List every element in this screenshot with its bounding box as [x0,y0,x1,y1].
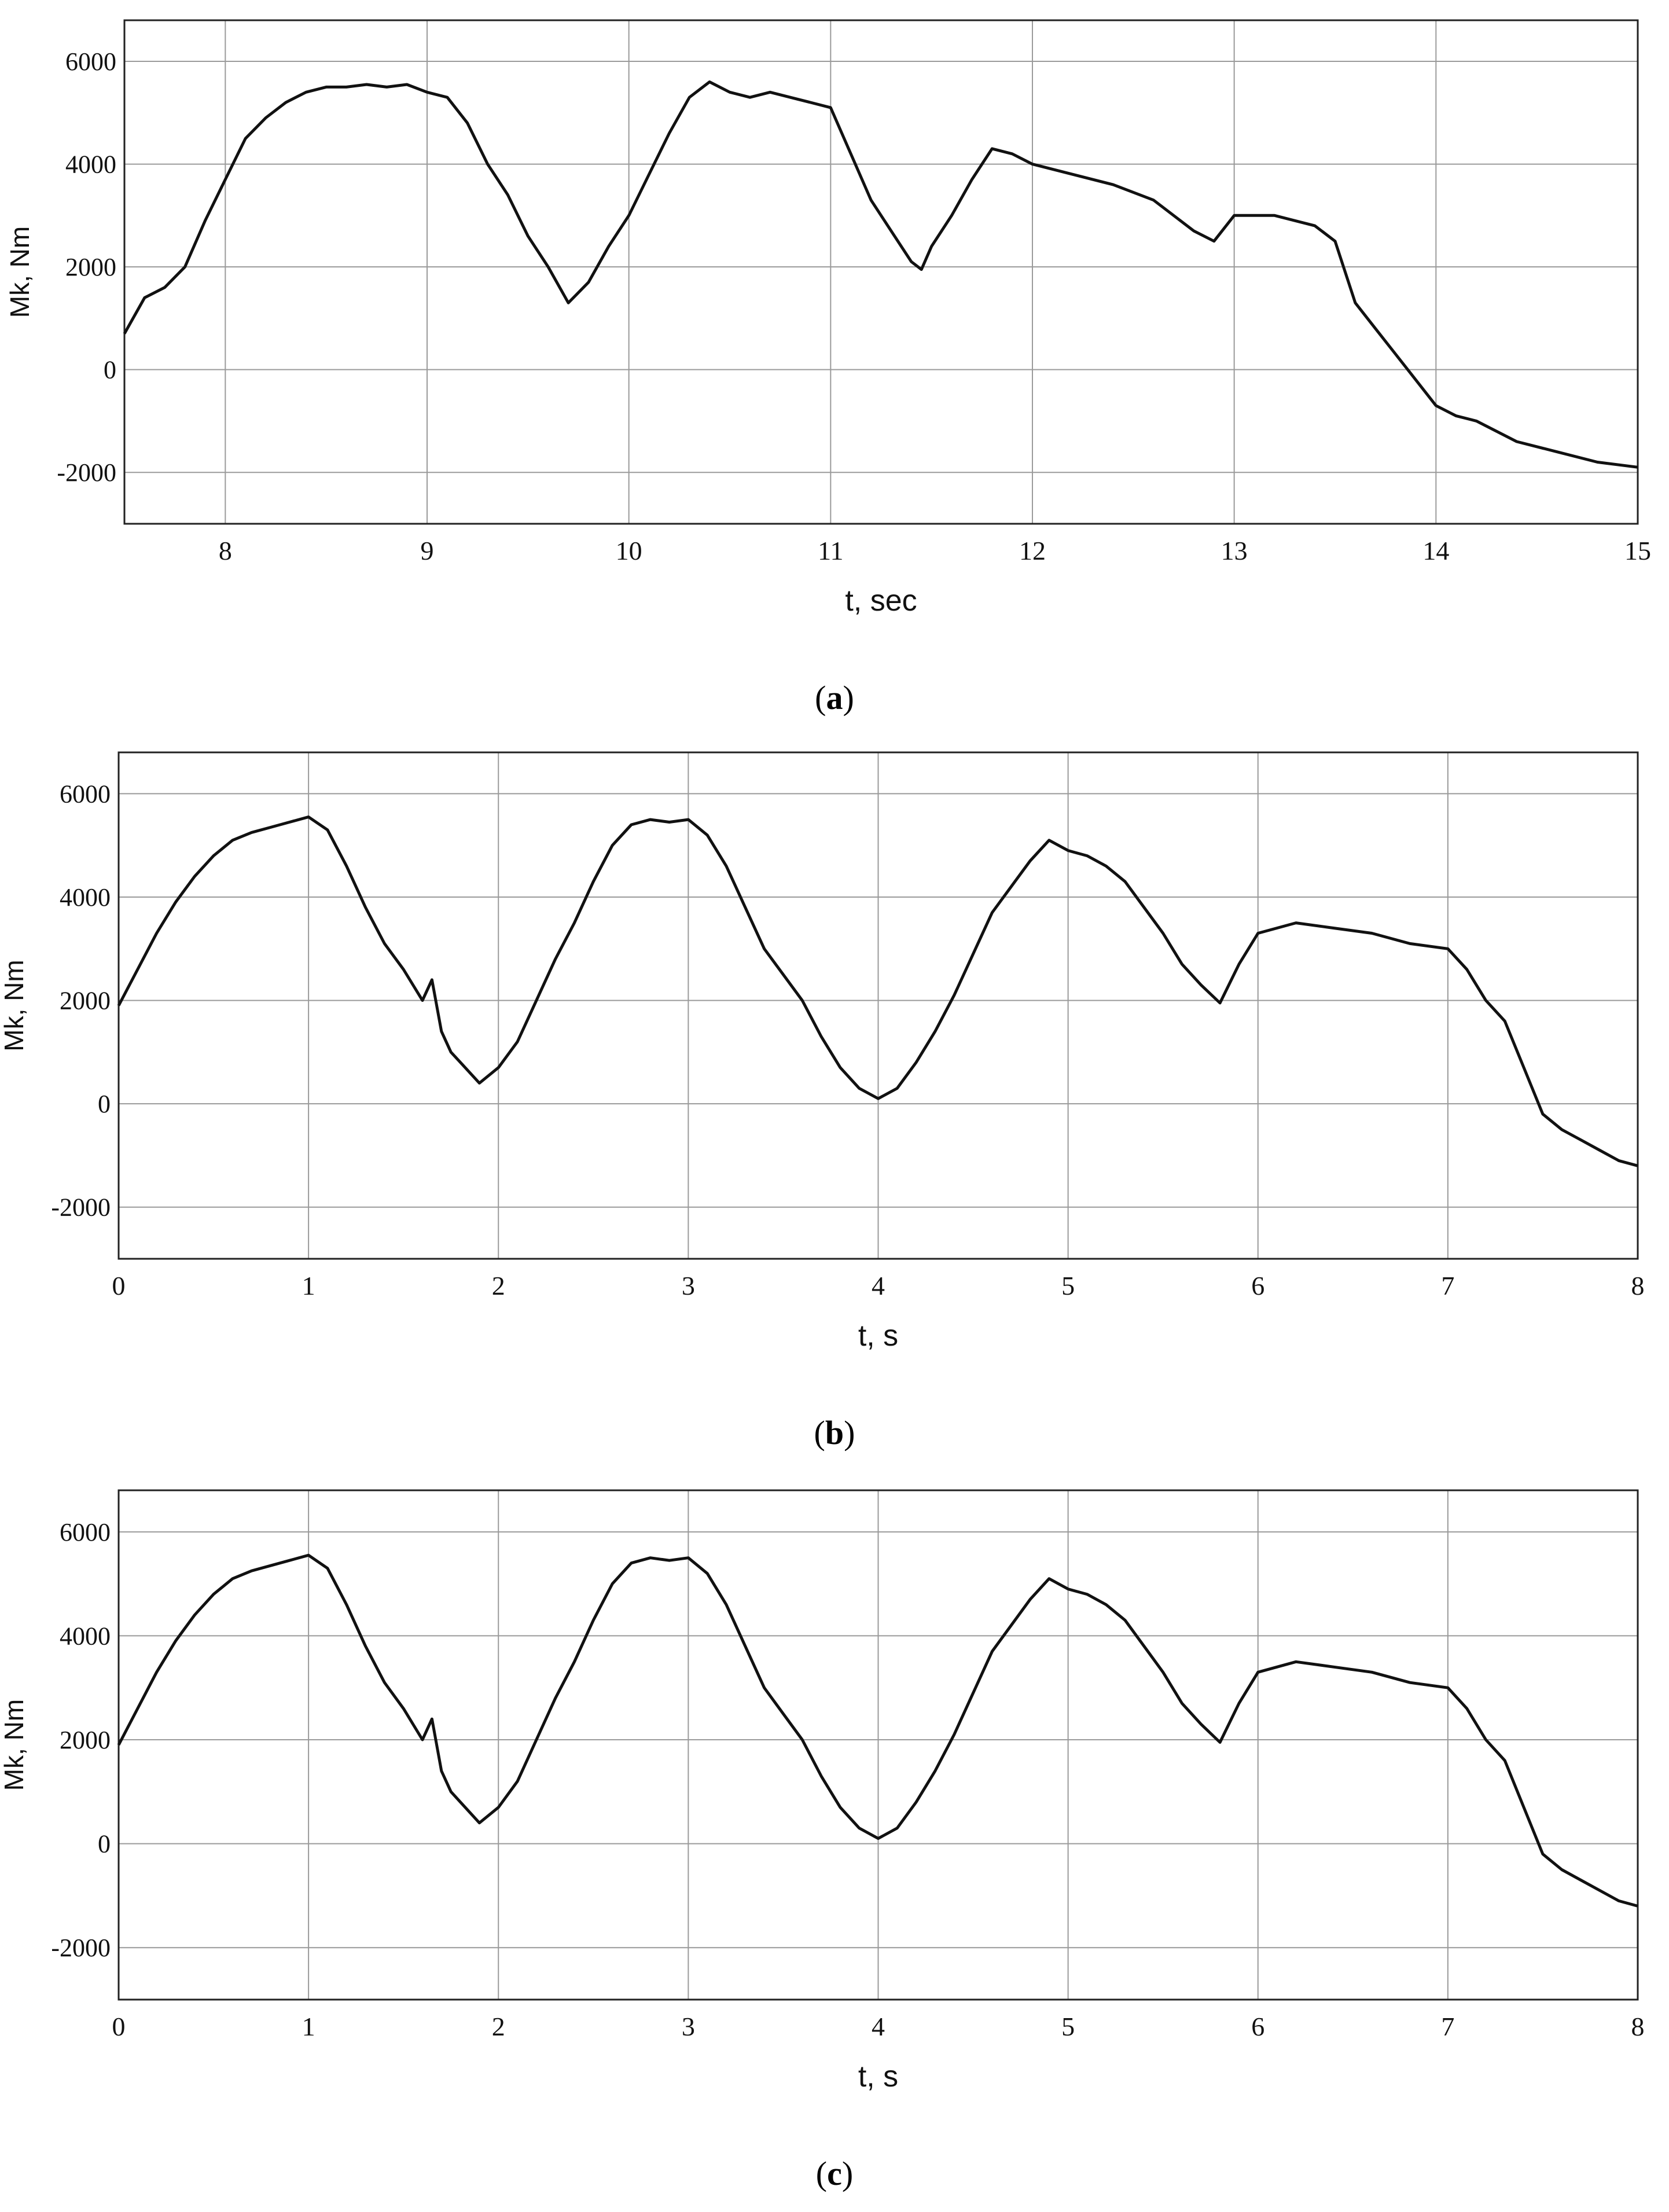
x-tick-label: 10 [616,536,642,565]
y-tick-label: 4000 [65,150,116,179]
x-tick-label: 8 [219,536,232,565]
series-line [117,815,1638,1167]
x-tick-label: 14 [1422,536,1449,565]
panel-caption: (c) [816,2155,853,2192]
y-axis-label: Mk, Nm [5,226,35,318]
y-tick-label: -2000 [51,1934,111,1962]
x-axis-label: t, sec [845,584,917,618]
x-tick-label: 6 [1251,1271,1264,1300]
y-tick-label: -2000 [57,458,116,487]
x-tick-label: 1 [302,1271,315,1300]
x-tick-label: 2 [492,2012,505,2041]
x-tick-label: 4 [872,1271,885,1300]
y-tick-label: 4000 [60,1622,111,1650]
x-tick-label: 1 [302,2012,315,2041]
y-tick-label: 2000 [60,1726,111,1754]
x-tick-label: 9 [421,536,434,565]
y-tick-label: 0 [104,356,116,384]
x-tick-label: 6 [1251,2012,1264,2041]
series-line [123,80,1638,469]
x-tick-label: 8 [1631,2012,1645,2041]
x-tick-label: 13 [1221,536,1248,565]
x-tick-label: 0 [112,1271,126,1300]
y-tick-label: 4000 [60,883,111,912]
y-tick-label: 0 [98,1830,111,1858]
y-tick-label: 6000 [60,1518,111,1546]
series-line [117,1553,1638,1908]
x-tick-label: 7 [1441,1271,1454,1300]
y-tick-label: 2000 [60,987,111,1015]
y-tick-label: 0 [98,1090,111,1118]
x-tick-label: 4 [872,2012,885,2041]
y-tick-label: -2000 [51,1193,111,1222]
x-tick-label: 3 [682,2012,695,2041]
x-tick-label: 3 [682,1271,695,1300]
x-axis-label: t, s [858,1319,898,1353]
y-axis-label: Mk, Nm [0,1699,29,1791]
y-tick-label: 2000 [65,253,116,281]
panel-caption: (b) [814,1414,855,1452]
x-tick-label: 5 [1061,1271,1075,1300]
panel-c: -2000 0 2000 4000 6000 0 1 2 3 4 5 6 7 8 Mk, Nm t, s… [0,1489,1645,2192]
panel-b: -2000 0 2000 4000 6000 0 1 2 3 4 5 6 7 8 Mk, Nm t, s… [0,751,1645,1452]
x-tick-label: 12 [1019,536,1046,565]
x-tick-label: 5 [1061,2012,1075,2041]
x-axis-label: t, s [858,2060,898,2093]
x-tick-label: 11 [818,536,843,565]
panel-a: -2000 0 2000 4000 6000 8 9 10 11 12 13 14 15 Mk, Nm… [5,19,1651,716]
x-tick-label: 7 [1441,2012,1454,2041]
y-tick-label: 6000 [65,47,116,76]
x-tick-label: 0 [112,2012,126,2041]
y-axis-label: Mk, Nm [0,960,29,1051]
panel-caption: (a) [815,679,854,716]
plot-frame [123,19,1639,525]
x-tick-label: 15 [1624,536,1651,565]
x-tick-label: 8 [1631,1271,1645,1300]
y-tick-label: 6000 [60,780,111,808]
x-tick-label: 2 [492,1271,505,1300]
